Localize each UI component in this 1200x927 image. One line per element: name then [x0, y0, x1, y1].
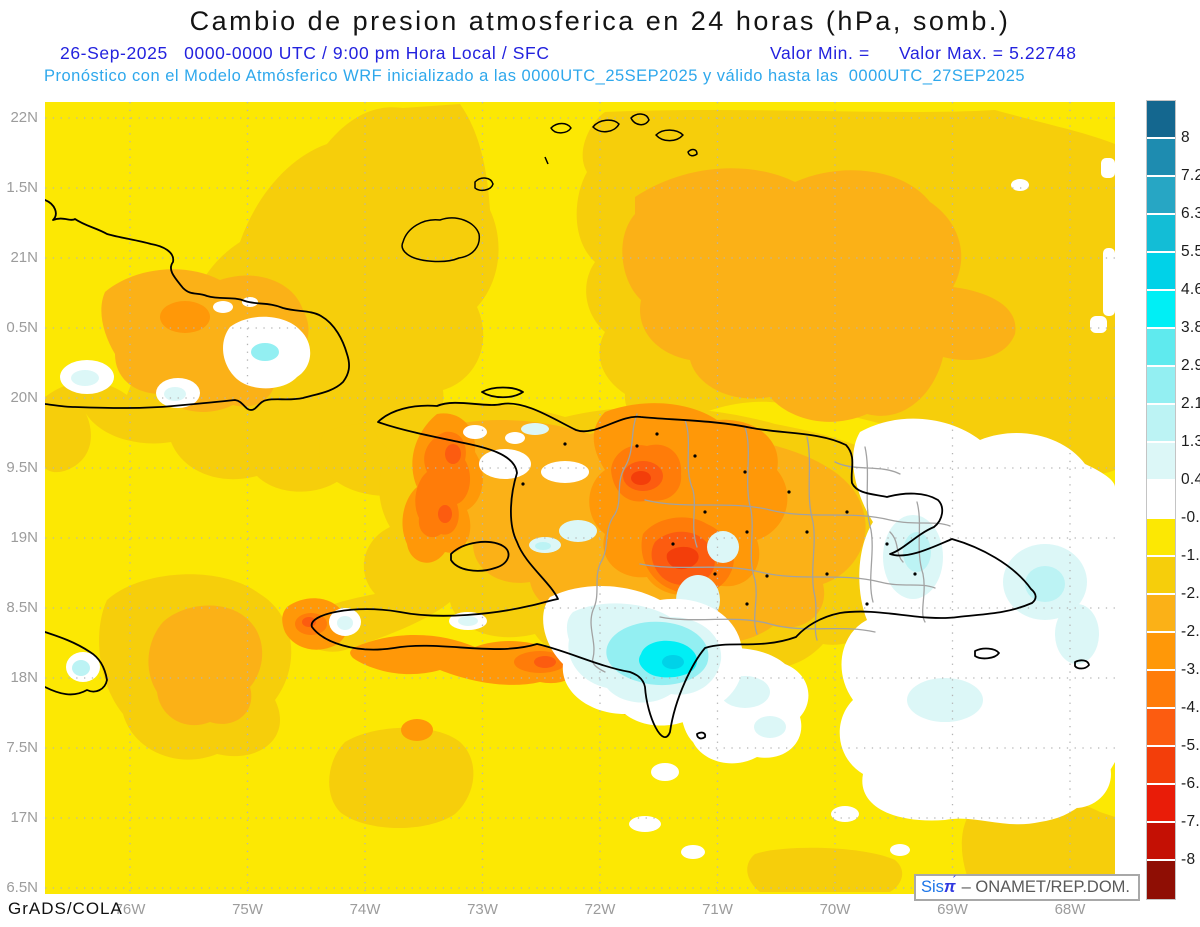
y-axis-label: 17N: [10, 809, 38, 826]
colorbar-segment: [1147, 291, 1175, 329]
colorbar-label: -3.8: [1181, 660, 1200, 678]
colorbar-segment: [1147, 633, 1175, 671]
brand-org: – ONAMET/REP.DOM.: [961, 878, 1130, 896]
colorbar-label: 1.3: [1181, 432, 1200, 450]
grads-credit: GrADS/COLA: [8, 899, 123, 918]
brand-pi-icon: π: [943, 878, 956, 896]
model-init-line: Pronóstico con el Modelo Atmósferico WRF…: [44, 67, 1026, 85]
colorbar-segment: [1147, 785, 1175, 823]
island-little-inagua: [474, 177, 494, 192]
island-tortuga: [481, 386, 524, 399]
colorbar-segment: [1147, 861, 1175, 899]
colorbar-segment: [1147, 557, 1175, 595]
valor-min-label: Valor Min. =: [770, 43, 870, 63]
island-beata: [696, 731, 707, 740]
colorbar-segment: [1147, 519, 1175, 557]
colorbar-segment: [1147, 101, 1175, 139]
coastlines: [45, 199, 1090, 740]
y-axis-label: 19N: [10, 529, 38, 546]
x-axis-label: 71W: [702, 901, 733, 918]
colorbar-label: -4.6: [1181, 698, 1200, 716]
colorbar-label: 2.1: [1181, 394, 1200, 412]
border-haiti-dr: [590, 413, 638, 673]
colorbar-label: -5.5: [1181, 736, 1200, 754]
y-axis-label: 1.5N: [6, 179, 38, 196]
y-axis-label: 6.5N: [6, 879, 38, 896]
colorbar-label: -2.9: [1181, 622, 1200, 640]
y-axis-label: 0.5N: [6, 319, 38, 336]
island-saona: [974, 647, 1000, 660]
colorbar-segment: [1147, 709, 1175, 747]
colorbar-label: 0.4: [1181, 470, 1200, 488]
colorbar-segment: [1147, 405, 1175, 443]
valor-max-label: Valor Max. = 5.22748: [899, 43, 1077, 63]
colorbar-segment: [1147, 139, 1175, 177]
colorbar-label: 2.9: [1181, 356, 1200, 374]
coastline-cuba: [45, 199, 350, 411]
island-mona: [1074, 659, 1090, 670]
page-title: Cambio de presion atmosferica en 24 hora…: [189, 6, 1011, 36]
colorbar-label: 6.3: [1181, 204, 1200, 222]
map-plot: [45, 102, 1115, 894]
colorbar-segment: [1147, 253, 1175, 291]
x-axis-label: 70W: [819, 901, 851, 918]
x-axis-label: 75W: [232, 901, 263, 918]
bahamas-turks-islands: [401, 113, 698, 263]
colorbar-label: 4.6: [1181, 280, 1200, 298]
x-axis-label: 73W: [467, 901, 498, 918]
town-dots: [521, 432, 917, 606]
colorbar-segment: [1147, 367, 1175, 405]
x-axis-label: 74W: [349, 901, 381, 918]
y-axis-label: 7.5N: [6, 739, 38, 756]
run-datetime-line: 26-Sep-2025 0000-0000 UTC / 9:00 pm Hora…: [60, 43, 550, 63]
island-gonave: [450, 540, 510, 572]
y-axis-label: 18N: [10, 669, 38, 686]
colorbar-segment: [1147, 747, 1175, 785]
province-boundaries: [590, 413, 951, 673]
colorbar-label: -6.3: [1181, 774, 1200, 792]
brand-sis: Sis: [920, 878, 944, 896]
colorbar-label: -7.2: [1181, 812, 1200, 830]
x-axis-label: 68W: [1054, 901, 1086, 918]
colorbar-segment: [1147, 443, 1175, 481]
colorbar-segment: [1147, 481, 1175, 519]
island-great-inagua: [401, 217, 481, 263]
brand-pi-accent: ´: [952, 873, 957, 888]
colorbar-segment: [1147, 329, 1175, 367]
colorbar-label: -1.3: [1181, 546, 1200, 564]
onamet-brand-box: Sisπ´ – ONAMET/REP.DOM.: [914, 873, 1140, 901]
colorbar-segment: [1147, 671, 1175, 709]
colorbar-label: 5.5: [1181, 242, 1200, 260]
y-axis-label: 20N: [10, 389, 38, 406]
colorbar-label: 3.8: [1181, 318, 1200, 336]
colorbar-label: 8: [1181, 128, 1190, 146]
y-axis-label: 8.5N: [6, 599, 38, 616]
y-axis-label: 21N: [10, 249, 38, 266]
colorbar-label: -2.1: [1181, 584, 1200, 602]
colorbar-segment: [1147, 177, 1175, 215]
y-axis-label: 22N: [10, 109, 38, 126]
coastline-jamaica: [45, 631, 108, 696]
colorbar-label: 7.2: [1181, 166, 1200, 184]
colorbar-label: -0.4: [1181, 508, 1200, 526]
x-axis-label: 76W: [114, 901, 146, 918]
colorbar-segment: [1147, 595, 1175, 633]
colorbar-segment: [1147, 215, 1175, 253]
colorbar: [1146, 100, 1176, 900]
colorbar-segment: [1147, 823, 1175, 861]
y-axis-label: 9.5N: [6, 459, 38, 476]
coastline-hispaniola: [311, 401, 1037, 739]
colorbar-label: -8: [1181, 850, 1196, 868]
pressure-change-fill-layer: [45, 102, 1115, 894]
x-axis-label: 69W: [937, 901, 968, 918]
x-axis-label: 72W: [584, 901, 616, 918]
